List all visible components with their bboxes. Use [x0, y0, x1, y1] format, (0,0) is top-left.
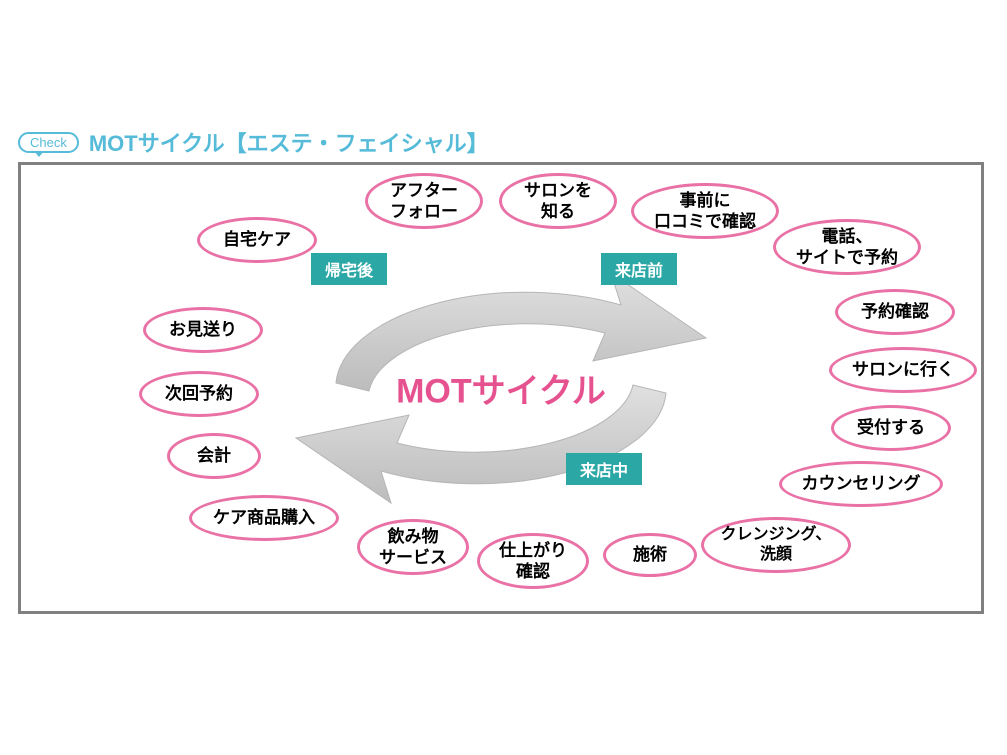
cycle-node-n11: 飲み物サービス — [357, 519, 469, 575]
cycle-node-label: 自宅ケア — [223, 229, 291, 250]
cycle-node-label: 電話、サイトで予約 — [796, 226, 898, 269]
cycle-node-n15: お見送り — [143, 307, 263, 353]
cycle-node-n13: 会計 — [167, 433, 261, 479]
cycle-node-n2: 事前に口コミで確認 — [631, 183, 779, 239]
cycle-diagram: MOTサイクル 来店前来店中 帰宅後 サロンを知る 事前に口コミで確認電話、サイトで… — [18, 162, 984, 614]
cycle-node-label: クレンジング、洗顔 — [721, 525, 832, 565]
cycle-node-label: 事前に口コミで確認 — [654, 190, 756, 233]
cycle-center-label: MOTサイクル — [396, 364, 606, 413]
phase-label-during: 来店中 — [566, 453, 642, 485]
cycle-node-label: 仕上がり確認 — [499, 540, 567, 583]
cycle-node-label: 会計 — [197, 445, 231, 466]
cycle-node-label: お見送り — [169, 319, 237, 340]
cycle-node-n10: 仕上がり確認 — [477, 533, 589, 589]
cycle-node-n12: ケア商品購入 — [189, 495, 339, 541]
cycle-node-label: 飲み物サービス — [379, 526, 447, 569]
page-title: MOTサイクル【エステ・フェイシャル】 — [89, 126, 489, 158]
cycle-node-label: カウンセリング — [802, 473, 921, 494]
cycle-node-label: サロンに行く — [852, 359, 954, 380]
cycle-node-label: アフターフォロー — [390, 180, 458, 223]
cycle-node-label: 受付する — [857, 417, 925, 438]
cycle-node-label: 次回予約 — [165, 383, 233, 404]
cycle-node-n7: カウンセリング — [779, 461, 943, 507]
cycle-node-n14: 次回予約 — [139, 371, 259, 417]
cycle-node-n16: 自宅ケア — [197, 217, 317, 263]
header: Check MOTサイクル【エステ・フェイシャル】 — [18, 126, 489, 158]
cycle-node-n8: クレンジング、洗顔 — [701, 517, 851, 573]
cycle-node-n17: アフターフォロー — [365, 173, 483, 229]
phase-label-before: 来店前 — [601, 253, 677, 285]
cycle-node-n4: 予約確認 — [835, 289, 955, 335]
cycle-node-label: 施術 — [633, 544, 667, 565]
check-badge: Check — [18, 132, 79, 153]
cycle-node-n9: 施術 — [603, 533, 697, 577]
cycle-node-label: ケア商品購入 — [213, 507, 315, 528]
cycle-node-label: 予約確認 — [861, 301, 929, 322]
phase-label-after: 帰宅後 — [311, 253, 387, 285]
cycle-node-n6: 受付する — [831, 405, 951, 451]
cycle-node-n3: 電話、サイトで予約 — [773, 219, 921, 275]
cycle-node-n1: サロンを知る — [499, 173, 617, 229]
cycle-node-n5: サロンに行く — [829, 347, 977, 393]
cycle-node-label: サロンを知る — [524, 180, 592, 223]
